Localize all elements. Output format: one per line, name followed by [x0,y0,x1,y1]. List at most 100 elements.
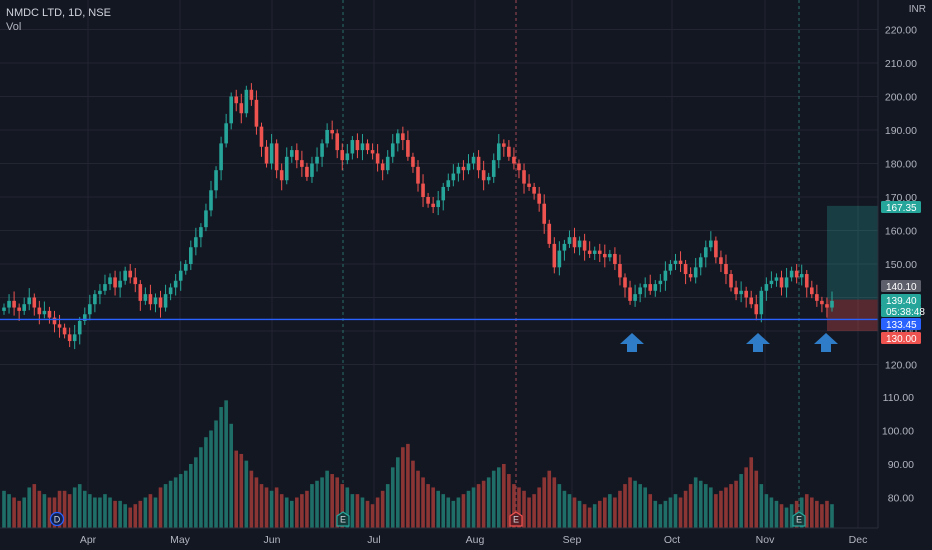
currency-label: INR [908,4,926,15]
candle-body [305,166,309,177]
candle-body [709,240,713,248]
candle-body [22,304,26,311]
candle-body [370,150,375,154]
volume-bar [820,504,824,528]
price-tag-label: 139.40 [886,296,917,307]
candle-body [663,270,668,281]
volume-bar [7,494,11,528]
candle-body [178,270,183,281]
volume-bar [2,490,6,528]
volume-bar [653,500,658,528]
volume-bar [365,500,370,528]
volume-bar [547,470,552,528]
candle-body [633,294,637,301]
candle-body [274,143,279,171]
volume-bar [532,494,536,528]
volume-bar [385,484,390,528]
candle-body [658,280,663,285]
symbol-title: NMDC LTD, 1D, NSE [6,7,111,19]
volume-bar [158,487,163,528]
volume-bar [72,487,77,528]
volume-bar [396,457,400,528]
volume-bar [224,400,228,528]
volume-bar [658,504,663,528]
candle-body [810,287,814,295]
candle-body [441,186,446,201]
candle-body [330,130,334,134]
volume-bar [648,494,653,528]
candle-body [451,173,456,181]
candle-body [88,304,92,315]
volume-bar [825,500,829,528]
volume-bar [310,484,314,528]
candle-body [113,277,117,288]
event-label: D [54,515,61,525]
candle-body [552,243,557,268]
candle-body [163,294,168,308]
volume-bar [254,477,259,528]
x-tick-label: Jun [264,534,281,546]
volume-bar [103,494,107,528]
candle-body [295,150,299,161]
candle-body [466,163,471,171]
candle-body [774,277,779,281]
volume-bar [27,487,32,528]
candle-body [284,156,289,181]
volume-bar [163,484,168,528]
event-label: E [340,515,346,525]
volume-bar [239,453,244,528]
candle-body [608,253,612,258]
volume-bar [189,464,193,528]
volume-bar [300,494,304,528]
volume-bar [113,500,117,528]
volume-bar [411,460,415,528]
candle-body [214,170,218,191]
candle-body [406,140,410,157]
candle-body [794,270,799,278]
volume-bar [305,490,309,528]
candle-body [562,243,567,251]
volume-bar [830,504,834,528]
volume-bar [496,467,501,528]
candle-body [234,96,239,104]
y-tick-label: 220.00 [885,25,917,37]
candle-body [375,153,380,164]
y-tick-label: 190.00 [885,125,917,137]
volume-bar [390,467,395,528]
candle-body [360,143,365,151]
volume-bar [628,477,632,528]
candle-body [739,290,743,295]
candle-body [698,257,703,268]
volume-bar [426,484,430,528]
volume-bar [714,494,718,528]
volume-bar [416,470,420,528]
candle-body [830,300,834,308]
volume-bar [284,497,289,528]
candle-body [365,143,370,151]
volume-bar [335,477,340,528]
volume-bar [269,490,274,528]
candle-body [693,267,698,278]
candle-body [173,280,178,288]
volume-bar [128,507,133,528]
candle-body [421,183,425,197]
candle-body [340,150,345,161]
x-tick-label: Aug [466,534,485,546]
candle-body [254,99,259,127]
candle-body [289,150,294,157]
volume-bar [17,500,21,528]
y-tick-label: 150.00 [885,259,917,271]
candle-body [183,264,188,271]
x-tick-label: Jul [367,534,380,546]
volume-bar [663,500,668,528]
price-tag-label: 130.00 [886,334,917,345]
candle-body [749,297,754,305]
volume-bar [82,490,87,528]
volume-bar [295,497,299,528]
candle-body [189,247,193,264]
candle-body [825,304,829,308]
candle-body [628,287,632,301]
candle-body [517,163,521,171]
candle-body [502,143,506,147]
